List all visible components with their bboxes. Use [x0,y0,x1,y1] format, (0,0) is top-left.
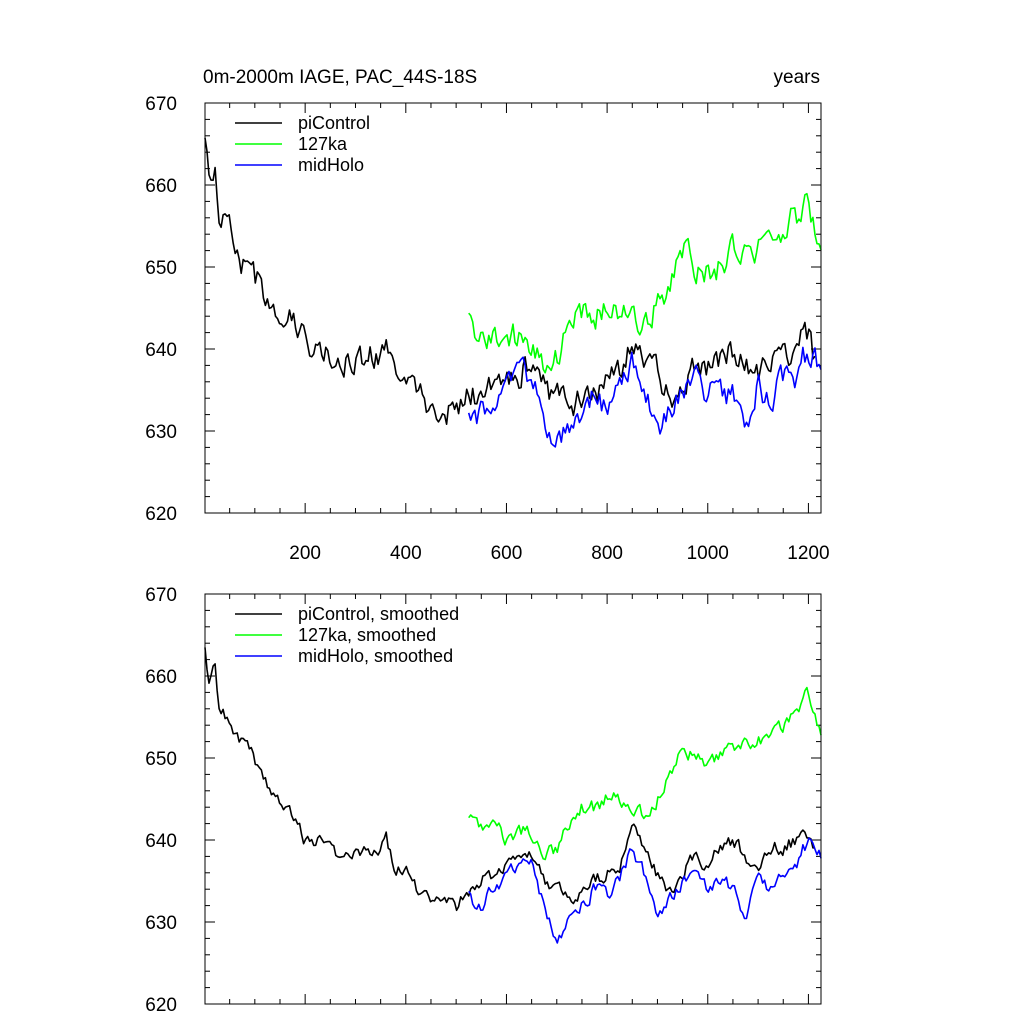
series-line-picontrol-smoothed [204,647,816,912]
top-y-axis: 620 630 640 650 660 670 [145,94,821,525]
bottom-plot-frame [204,593,822,1005]
chart-title: 0m-2000m IAGE, PAC_44S-18S [203,67,477,88]
bottom-y-axis: 620 630 640 650 660 670 [145,585,821,1016]
x-tick-label: 600 [491,543,523,564]
y-tick-label: 620 [145,995,177,1016]
series-line-127ka [468,192,822,374]
legend-label: 127ka, smoothed [298,625,436,645]
y-tick-label: 670 [145,94,177,115]
y-tick-label: 630 [145,422,177,443]
legend-label: midHolo, smoothed [298,646,453,666]
y-tick-label: 640 [145,831,177,852]
series-line-midholo [467,346,822,448]
series-line-midholo-smoothed [468,837,822,944]
series-line-picontrol [204,137,816,426]
y-tick-label: 630 [145,913,177,934]
y-tick-label: 620 [145,504,177,525]
y-tick-label: 650 [145,749,177,770]
top-x-axis: 200 400 600 800 1000 1200 [229,103,830,564]
x-tick-label: 400 [390,543,422,564]
top-plot-frame [204,102,822,514]
x-tick-label: 1200 [787,543,829,564]
y-tick-label: 660 [145,667,177,688]
y-tick-label: 670 [145,585,177,606]
x-tick-label: 200 [289,543,321,564]
legend-label: piControl [298,113,370,133]
bottom-x-axis [229,594,809,1004]
legend-label: piControl, smoothed [298,604,459,624]
top-plot-series [204,137,822,448]
y-tick-label: 640 [145,340,177,361]
y-tick-label: 650 [145,258,177,279]
bottom-plot-series [204,647,822,944]
bottom-panel: 620 630 640 650 660 670 piControl, smoothed12… [145,585,822,1016]
legend-label: 127ka [298,134,348,154]
x-tick-label: 1000 [687,543,729,564]
legend-label: midHolo [298,155,364,175]
y-tick-label: 660 [145,176,177,197]
chart-units-label: years [774,67,820,88]
series-line-127ka-smoothed [468,686,822,861]
x-tick-label: 800 [591,543,623,564]
